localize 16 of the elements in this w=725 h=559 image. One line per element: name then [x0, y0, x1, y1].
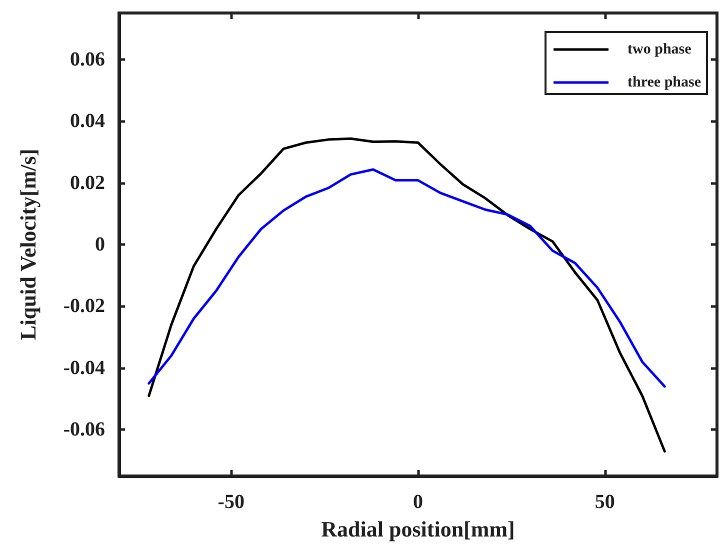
y-tick-label: 0.04: [70, 110, 105, 132]
line-series: [148, 168, 666, 388]
y-tick-label: -0.02: [63, 295, 105, 318]
y-tick-label: -0.04: [63, 356, 105, 379]
y-axis-title: Liquid Velocity[m/s]: [16, 148, 40, 340]
x-tick-label: -50: [218, 491, 244, 513]
x-axis-title: Radial position[mm]: [321, 516, 515, 542]
legend-label: three phase: [628, 74, 702, 90]
line-series: [148, 137, 666, 453]
x-tick-label: 0: [413, 491, 423, 513]
x-tick-label: 50: [594, 491, 615, 513]
y-tick-label: 0.02: [70, 172, 105, 194]
y-tick-label: -0.06: [63, 418, 105, 441]
legend-label: two phase: [628, 42, 692, 58]
y-tick-label: 0.06: [70, 48, 105, 70]
y-tick-label: 0: [95, 234, 105, 256]
